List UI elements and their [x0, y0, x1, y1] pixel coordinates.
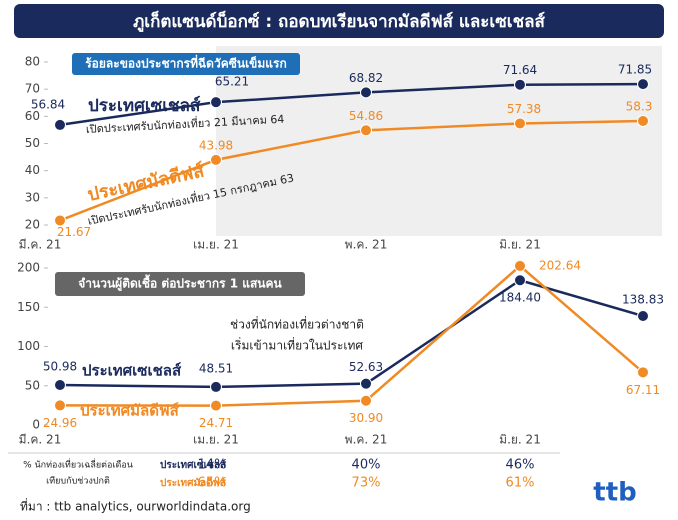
- data-label: 65.21: [215, 75, 249, 89]
- data-point: [54, 378, 66, 391]
- y-tick-label: 60: [25, 109, 40, 123]
- data-point: [637, 114, 649, 127]
- y-tick-label: 50: [25, 378, 40, 392]
- data-label: 54.86: [349, 109, 383, 123]
- y-tick-label: 200: [17, 261, 40, 275]
- series-label: ประเทศมัลดีฟส์: [80, 402, 180, 420]
- y-tick-label: 80: [25, 55, 40, 69]
- series-label: ประเทศเซเชลส์: [82, 362, 182, 380]
- data-point: [637, 366, 649, 379]
- table-cell: 46%: [506, 458, 535, 473]
- table-header: เทียบกับช่วงปกติ: [46, 476, 110, 487]
- title: ภูเก็ตแซนด์บ็อกซ์ : ถอดบทเรียนจากมัลดีฟส…: [133, 9, 545, 33]
- series-label: ประเทศเซเชลส์: [88, 95, 201, 116]
- data-point: [54, 118, 66, 131]
- data-label: 71.64: [503, 63, 537, 77]
- x-tick-label: พ.ค. 21: [345, 238, 388, 252]
- data-point: [54, 214, 66, 227]
- data-point: [360, 377, 372, 390]
- y-tick-label: 20: [25, 218, 40, 232]
- subtitle-box: [72, 53, 300, 75]
- data-label: 57.38: [507, 102, 541, 116]
- annotation: เริ่มเข้ามาเที่ยวในประเทศ: [231, 337, 364, 353]
- data-point: [210, 380, 222, 393]
- x-tick-label: มิ.ย. 21: [499, 238, 541, 252]
- x-tick-label: เม.ย. 21: [193, 433, 239, 447]
- logo: ttb: [593, 478, 636, 508]
- source: ที่มา : ttb analytics, ourworldindata.or…: [20, 498, 251, 514]
- data-point: [514, 259, 526, 272]
- title-bar: [14, 4, 664, 38]
- data-point: [360, 394, 372, 407]
- data-point: [514, 117, 526, 130]
- data-label: 52.63: [349, 360, 383, 374]
- x-tick-label: เม.ย. 21: [193, 238, 239, 252]
- data-label: 24.96: [43, 416, 77, 430]
- table-cell: 73%: [352, 476, 381, 491]
- data-label: 138.83: [622, 293, 664, 307]
- table-header: % นักท่องเที่ยวเฉลี่ยต่อเดือน: [23, 458, 133, 471]
- subtitle: จำนวนผู้ติดเชื้อ ต่อประชากร 1 แสนคน: [78, 274, 282, 292]
- table-cell: 14%: [198, 458, 227, 473]
- shaded-region: [216, 46, 662, 236]
- data-label: 67.11: [626, 383, 660, 397]
- data-label: 58.3: [626, 99, 653, 113]
- data-label: 48.51: [199, 361, 233, 375]
- x-tick-label: มี.ค. 21: [19, 433, 62, 447]
- x-tick-label: มิ.ย. 21: [499, 433, 541, 447]
- y-tick-label: 150: [17, 300, 40, 314]
- data-point: [514, 274, 526, 287]
- data-point: [637, 310, 649, 323]
- data-point: [360, 86, 372, 99]
- data-label: 24.71: [199, 416, 233, 430]
- data-label: 68.82: [349, 71, 383, 85]
- data-point: [54, 399, 66, 412]
- x-tick-label: พ.ค. 21: [345, 433, 388, 447]
- data-point: [514, 78, 526, 91]
- y-tick-label: 30: [25, 190, 40, 204]
- table-cell: 61%: [506, 476, 535, 491]
- y-tick-label: 40: [25, 163, 40, 177]
- y-tick-label: 100: [17, 339, 40, 353]
- table-cell: 40%: [352, 458, 381, 473]
- table-row-label: ประเทศเซเชลส์: [160, 459, 227, 471]
- data-label: 202.64: [539, 258, 581, 272]
- data-point: [637, 78, 649, 91]
- data-label: 21.67: [57, 225, 91, 239]
- data-point: [210, 153, 222, 166]
- x-tick-label: มี.ค. 21: [19, 238, 62, 252]
- table-row-label: ประเทศมัลดีฟส์: [160, 477, 227, 489]
- y-tick-label: 70: [25, 82, 40, 96]
- table-cell: 65%: [198, 476, 227, 491]
- data-point: [210, 399, 222, 412]
- data-label: 56.84: [31, 97, 65, 111]
- annotation: ช่วงที่นักท่องเที่ยวต่างชาติ: [230, 316, 364, 332]
- data-point: [360, 124, 372, 137]
- data-label: 43.98: [199, 138, 233, 152]
- data-label: 71.85: [618, 63, 652, 77]
- y-tick-label: 50: [25, 136, 40, 150]
- data-label: 184.40: [499, 291, 541, 305]
- subtitle: ร้อยละของประชากรที่ฉีดวัคซีนเข็มแรก: [85, 55, 287, 71]
- subtitle-box: [55, 272, 305, 296]
- y-tick-label: 0: [32, 418, 40, 432]
- data-label: 50.98: [43, 359, 77, 373]
- data-point: [210, 96, 222, 109]
- data-label: 30.90: [349, 411, 383, 425]
